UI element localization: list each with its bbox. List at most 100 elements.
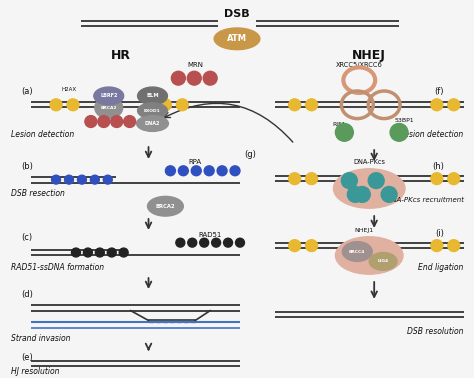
Text: DNA-PKcs: DNA-PKcs	[353, 159, 385, 165]
Text: LBRF2: LBRF2	[100, 93, 118, 98]
Text: 53BP1: 53BP1	[394, 118, 414, 123]
Circle shape	[188, 238, 197, 247]
Text: RAD51-ssDNA formation: RAD51-ssDNA formation	[11, 263, 104, 272]
Ellipse shape	[94, 87, 124, 105]
Text: End ligation: End ligation	[418, 263, 464, 272]
Circle shape	[347, 186, 363, 202]
Circle shape	[176, 238, 185, 247]
Text: (b): (b)	[21, 162, 33, 171]
Circle shape	[98, 116, 110, 127]
Text: (g): (g)	[244, 150, 256, 158]
Ellipse shape	[137, 103, 167, 119]
Text: DNA-PKcs recruitment: DNA-PKcs recruitment	[386, 197, 464, 203]
Text: Strand invasion: Strand invasion	[11, 334, 71, 343]
Text: BRCA2: BRCA2	[100, 106, 117, 110]
Text: HR: HR	[111, 49, 131, 62]
Circle shape	[336, 124, 353, 141]
Ellipse shape	[147, 197, 183, 216]
Ellipse shape	[214, 28, 260, 50]
Circle shape	[212, 238, 220, 247]
Text: H2AX: H2AX	[62, 87, 77, 91]
Circle shape	[289, 173, 301, 184]
Circle shape	[368, 173, 384, 189]
Text: DSB: DSB	[224, 9, 250, 19]
Circle shape	[124, 116, 136, 127]
Circle shape	[236, 238, 245, 247]
Ellipse shape	[336, 237, 403, 274]
Text: (a): (a)	[21, 87, 33, 96]
Text: MRN: MRN	[187, 62, 203, 68]
Circle shape	[203, 71, 217, 85]
Circle shape	[289, 240, 301, 251]
Text: RAD51: RAD51	[199, 232, 222, 238]
Circle shape	[187, 71, 201, 85]
Circle shape	[354, 186, 370, 202]
Circle shape	[306, 173, 318, 184]
Text: BRCA2: BRCA2	[155, 204, 175, 209]
Text: Lesion detection: Lesion detection	[401, 130, 464, 139]
Circle shape	[306, 99, 318, 111]
Circle shape	[103, 175, 112, 184]
Circle shape	[91, 175, 100, 184]
Text: RIF1: RIF1	[333, 122, 346, 127]
Text: NHEJ: NHEJ	[352, 49, 386, 62]
Circle shape	[83, 248, 92, 257]
Ellipse shape	[137, 87, 167, 105]
Text: Lesion detection: Lesion detection	[11, 130, 74, 139]
Circle shape	[111, 116, 123, 127]
Circle shape	[224, 238, 233, 247]
Text: (i): (i)	[435, 229, 444, 238]
Text: XRCC5/XRCC6: XRCC5/XRCC6	[336, 62, 383, 68]
Circle shape	[341, 173, 357, 189]
Ellipse shape	[137, 116, 168, 132]
Circle shape	[159, 99, 172, 111]
Text: (d): (d)	[21, 290, 33, 299]
Circle shape	[217, 166, 227, 176]
Circle shape	[50, 99, 62, 111]
Text: (h): (h)	[432, 162, 444, 171]
Text: BLM: BLM	[146, 93, 159, 98]
Ellipse shape	[95, 97, 123, 119]
Circle shape	[191, 166, 201, 176]
Circle shape	[72, 248, 81, 257]
Ellipse shape	[342, 242, 372, 261]
Circle shape	[176, 99, 188, 111]
Circle shape	[85, 116, 97, 127]
Text: ATM: ATM	[227, 34, 247, 43]
Text: (f): (f)	[434, 87, 444, 96]
Text: LIG4: LIG4	[378, 259, 389, 263]
Circle shape	[431, 99, 443, 111]
Text: EXOD1: EXOD1	[144, 109, 161, 113]
Text: HJ resolution: HJ resolution	[11, 367, 60, 376]
Ellipse shape	[369, 253, 397, 270]
Circle shape	[178, 166, 188, 176]
Circle shape	[95, 248, 104, 257]
Circle shape	[390, 124, 408, 141]
Text: (e): (e)	[21, 353, 33, 363]
Text: BRCC4: BRCC4	[349, 249, 365, 254]
Circle shape	[431, 173, 443, 184]
Text: NHEJ1: NHEJ1	[355, 228, 374, 233]
Circle shape	[448, 173, 460, 184]
Text: DSB resolution: DSB resolution	[407, 327, 464, 336]
Ellipse shape	[333, 169, 405, 208]
Circle shape	[77, 175, 86, 184]
Circle shape	[448, 99, 460, 111]
Circle shape	[172, 71, 185, 85]
Circle shape	[52, 175, 61, 184]
Circle shape	[119, 248, 128, 257]
Text: DSB resection: DSB resection	[11, 189, 65, 198]
Circle shape	[107, 248, 116, 257]
Circle shape	[230, 166, 240, 176]
Text: (c): (c)	[21, 233, 32, 242]
Circle shape	[448, 240, 460, 251]
Circle shape	[64, 175, 73, 184]
Circle shape	[67, 99, 79, 111]
Circle shape	[431, 240, 443, 251]
Circle shape	[306, 240, 318, 251]
Circle shape	[200, 238, 209, 247]
Text: DNA2: DNA2	[145, 121, 160, 126]
Circle shape	[165, 166, 175, 176]
Circle shape	[204, 166, 214, 176]
Text: RPA: RPA	[189, 159, 202, 165]
